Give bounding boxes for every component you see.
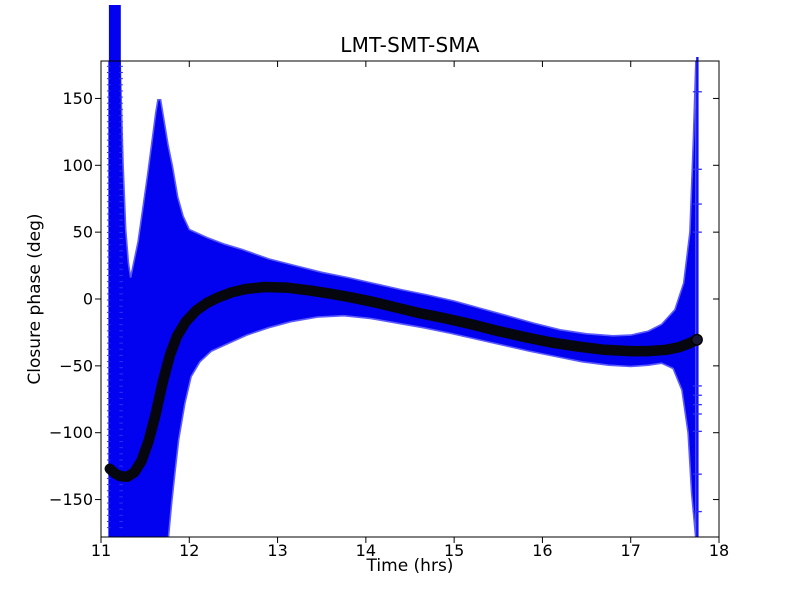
error-envelope-group	[108, 61, 697, 537]
y-tick-label--100: −100	[49, 423, 93, 442]
x-tick-label-17: 17	[621, 541, 641, 560]
end-data-marker	[690, 333, 703, 346]
y-tick-label-0: 0	[83, 290, 93, 309]
y-tick-label-50: 50	[73, 223, 93, 242]
y-tick-label-150: 150	[62, 89, 93, 108]
axes-group: 11 12 13 14 15 16 17 18 −150 −100 −50 0 50 100 150	[49, 60, 729, 560]
x-tick-label-11: 11	[91, 541, 111, 560]
x-tick-label-18: 18	[709, 541, 729, 560]
y-tick-label--50: −50	[59, 356, 93, 375]
x-tick-label-13: 13	[267, 541, 287, 560]
y-axis-label: Closure phase (deg)	[25, 213, 45, 385]
x-tick-label-14: 14	[356, 541, 376, 560]
error-envelope	[108, 61, 697, 537]
x-axis-label: Time (hrs)	[366, 556, 454, 576]
plot-title: LMT-SMT-SMA	[340, 33, 480, 57]
end-error-spike-group	[692, 57, 702, 537]
x-tick-label-16: 16	[532, 541, 552, 560]
closure-phase-curve	[104, 281, 703, 483]
start-error-band-group	[106, 5, 123, 537]
start-error-band	[108, 5, 121, 537]
y-tick-label--150: −150	[49, 490, 93, 509]
y-tick-label-100: 100	[62, 156, 93, 175]
x-tick-label-12: 12	[179, 541, 199, 560]
x-tick-label-15: 15	[444, 541, 464, 560]
